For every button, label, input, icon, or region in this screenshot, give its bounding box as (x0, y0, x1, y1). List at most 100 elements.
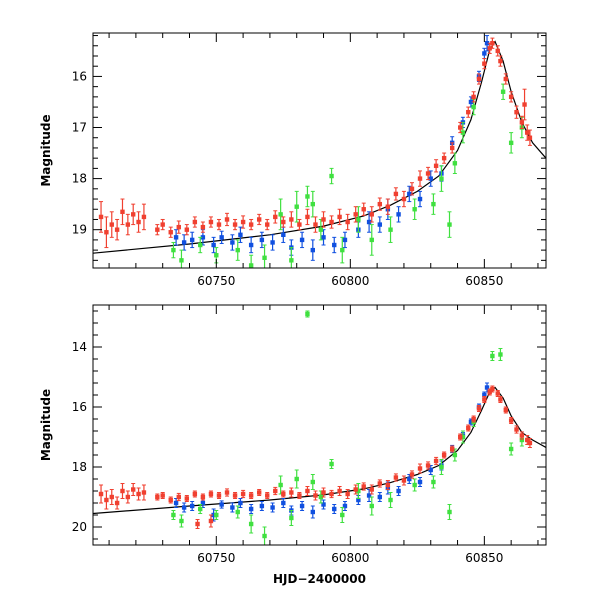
red-data-point (120, 209, 125, 215)
y-tick-label: 19 (72, 223, 87, 237)
y-tick-label: 17 (72, 121, 87, 135)
blue-data-point (230, 505, 235, 510)
green-data-point (318, 227, 324, 232)
blue-data-point (299, 237, 305, 243)
red-data-point (216, 222, 222, 227)
plot-area (93, 310, 546, 545)
green-data-point (214, 253, 219, 258)
x-tick-label: 60800 (331, 274, 369, 288)
green-data-point (235, 509, 240, 515)
red-data-point (471, 416, 476, 422)
red-data-point (168, 497, 173, 503)
green-data-point (262, 533, 267, 539)
red-data-point (487, 46, 492, 51)
red-data-point (240, 491, 246, 497)
blue-data-point (200, 235, 206, 240)
red-data-point (131, 212, 136, 217)
blue-data-point (259, 237, 265, 243)
green-data-point (289, 258, 294, 263)
red-data-point (353, 487, 358, 492)
green-data-point (460, 434, 466, 440)
red-data-point (527, 135, 533, 140)
red-data-point (208, 491, 214, 497)
green-data-point (498, 352, 503, 357)
green-data-point (310, 479, 315, 485)
bottom-panel: 60750 60800 60850 14 16 18 20 Magnitude (39, 304, 547, 565)
red-data-point (525, 130, 530, 135)
blue-data-point (238, 500, 243, 506)
green-data-point (356, 488, 361, 494)
red-data-point (508, 418, 514, 423)
x-tick-label: 60850 (465, 551, 503, 565)
red-data-point (232, 493, 238, 498)
red-data-point (109, 494, 114, 500)
green-data-point (490, 353, 495, 359)
red-data-point (289, 217, 294, 222)
blue-data-point (321, 502, 326, 507)
green-data-point (179, 518, 184, 524)
y-axis-label: Magnitude (39, 114, 53, 186)
red-data-point (184, 496, 190, 501)
red-data-point (313, 222, 318, 227)
red-data-point (141, 490, 147, 495)
green-data-point (452, 161, 458, 166)
blue-data-point (396, 488, 401, 494)
red-data-point (377, 481, 383, 486)
y-tick-label: 14 (72, 340, 87, 354)
blue-data-point (468, 419, 474, 425)
red-data-point (305, 214, 310, 220)
red-data-point (321, 217, 326, 222)
red-data-point (155, 494, 160, 500)
blue-data-point (377, 494, 383, 500)
red-data-point (490, 41, 495, 46)
red-data-point (184, 227, 190, 232)
blue-data-point (281, 500, 286, 506)
red-data-point (425, 463, 431, 468)
red-data-point (248, 493, 254, 498)
red-data-point (369, 487, 374, 492)
red-data-point (125, 494, 131, 500)
blue-data-point (482, 392, 487, 398)
red-data-point (114, 500, 120, 506)
red-data-point (458, 434, 463, 440)
red-data-point (256, 490, 262, 495)
plot-frame (92, 32, 547, 269)
red-data-point (200, 494, 206, 500)
red-data-point (329, 219, 334, 225)
red-data-point (466, 425, 471, 431)
blue-data-point (321, 235, 326, 240)
red-data-point (498, 58, 503, 64)
blue-data-point (181, 505, 187, 510)
red-data-point (98, 491, 104, 497)
blue-data-point (181, 240, 187, 245)
green-data-point (439, 464, 444, 470)
red-data-point (216, 493, 222, 498)
green-data-point (508, 446, 514, 452)
blue-data-point (211, 512, 216, 518)
green-data-point (318, 494, 324, 500)
red-data-point (141, 214, 147, 220)
red-data-point (109, 222, 114, 227)
green-data-point (460, 130, 466, 135)
red-data-point (131, 487, 136, 492)
green-data-point (356, 217, 361, 222)
red-data-point (433, 163, 439, 169)
red-data-point (337, 488, 342, 494)
blue-data-point (342, 237, 348, 243)
green-data-point (294, 476, 299, 482)
blue-data-point (407, 191, 412, 197)
red-data-point (503, 76, 508, 82)
blue-data-point (332, 242, 337, 248)
green-data-point (439, 176, 444, 181)
red-data-point (104, 497, 109, 503)
red-data-point (155, 227, 160, 232)
red-data-point (476, 76, 482, 82)
red-data-point (401, 478, 407, 483)
red-data-point (256, 217, 262, 222)
red-data-point (321, 490, 326, 495)
green-data-point (329, 173, 334, 179)
y-tick-label: 20 (72, 520, 87, 534)
red-data-point (495, 391, 500, 396)
green-data-point (305, 194, 310, 199)
